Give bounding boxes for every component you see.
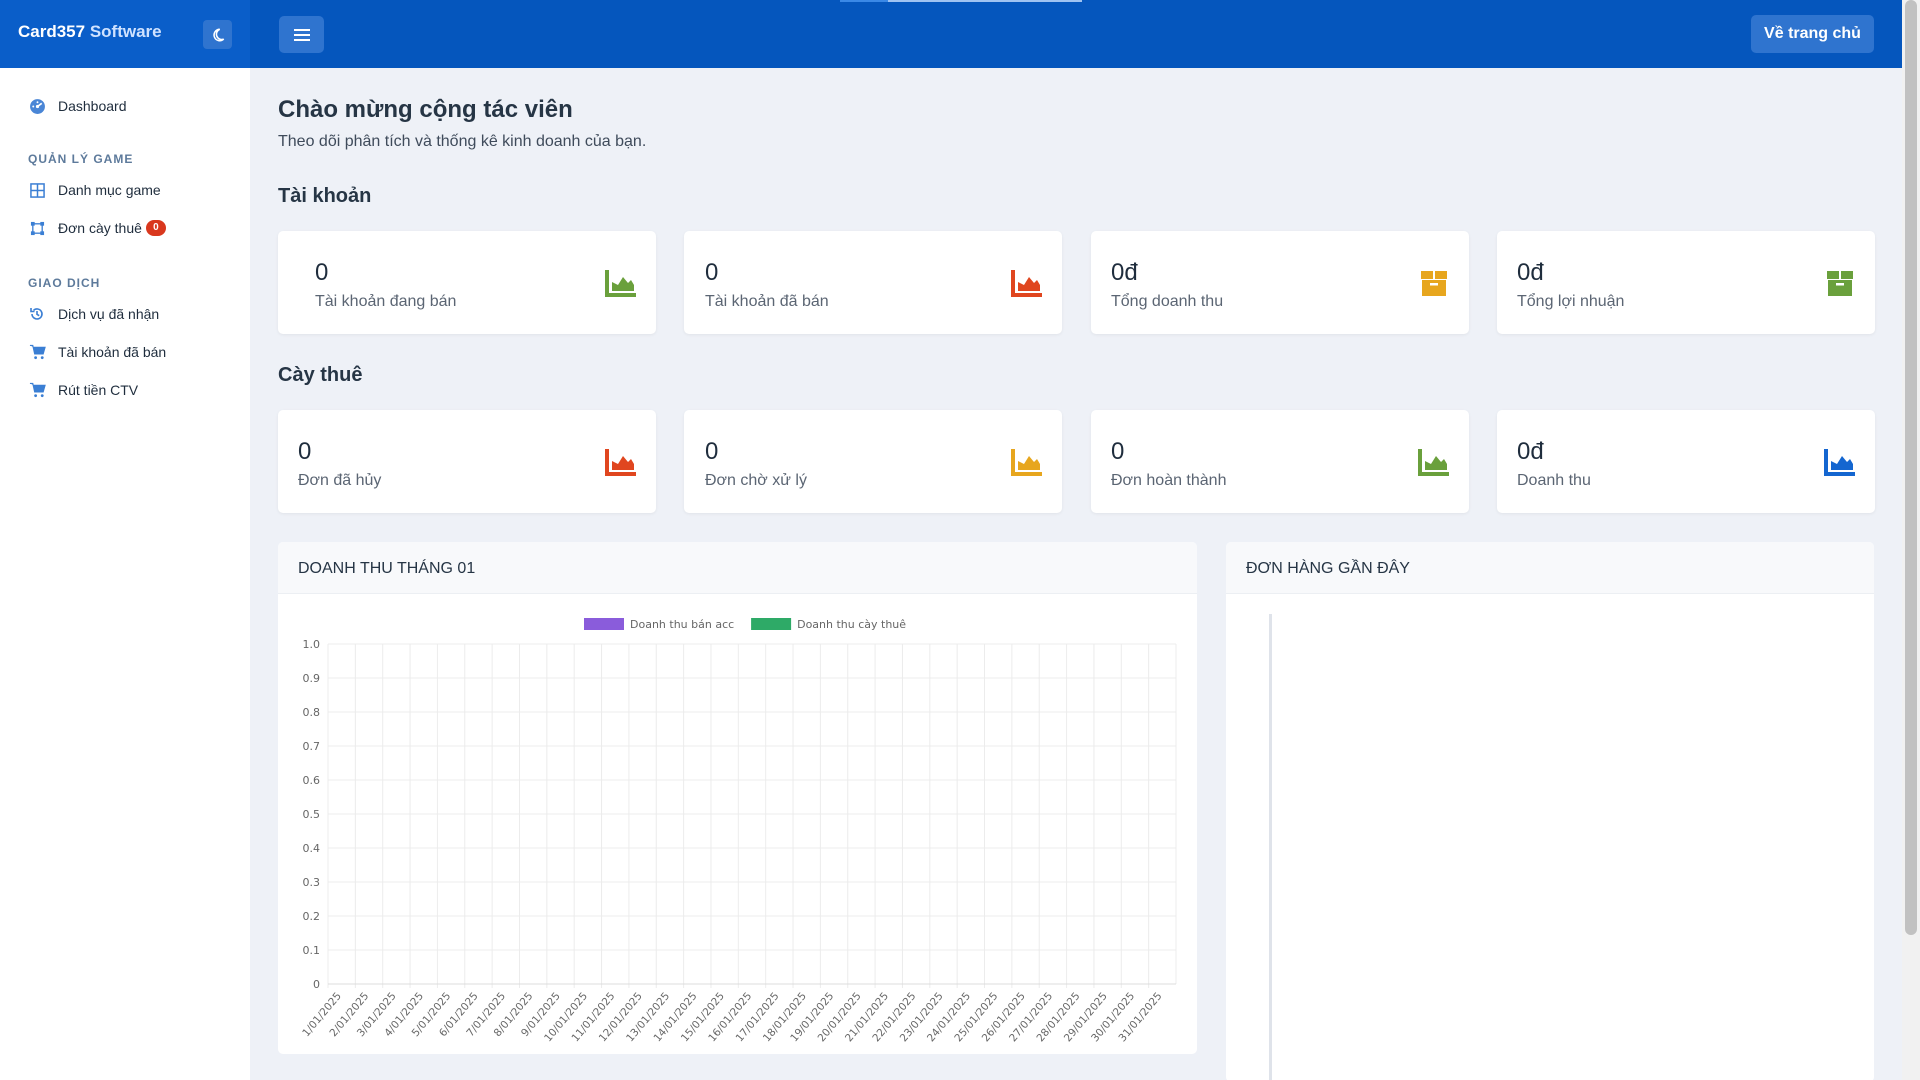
dashboard-icon	[28, 97, 46, 115]
sidebar-section-transaction: GIAO DỊCH	[28, 276, 101, 290]
sidebar-item-withdraw[interactable]: Rút tiền CTV	[28, 378, 138, 402]
sidebar-item-label: Dịch vụ đã nhận	[58, 306, 160, 322]
sidebar-item-sold-accounts[interactable]: Tài khoản đã bán	[28, 340, 166, 364]
dark-mode-toggle[interactable]	[203, 20, 232, 49]
hamburger-icon	[293, 28, 310, 41]
cart-icon	[28, 343, 46, 361]
sidebar-item-received-services[interactable]: Dịch vụ đã nhận	[28, 302, 159, 326]
cart-icon	[28, 381, 46, 399]
stat-value: 0	[315, 259, 329, 286]
stat-card-orders-cancelled: 0 Đơn đã hủy	[278, 410, 656, 513]
y-tick-label: 0.5	[303, 808, 321, 821]
y-tick-label: 0.8	[303, 706, 321, 719]
box-icon	[1421, 271, 1447, 296]
chart-area-icon	[1011, 270, 1042, 297]
stat-card-total-revenue: 0đ Tổng doanh thu	[1091, 231, 1469, 334]
timeline-line	[1269, 614, 1272, 1080]
stat-label: Doanh thu	[1517, 472, 1591, 489]
chart-area-icon	[1824, 449, 1855, 476]
stat-value: 0đ	[1517, 438, 1544, 465]
stat-label: Tài khoản đang bán	[315, 293, 457, 310]
y-tick-label: 0	[313, 978, 320, 991]
stat-value: 0	[705, 438, 719, 465]
boost-section-title: Cày thuê	[278, 364, 363, 386]
stat-value: 0	[298, 438, 312, 465]
stat-card-orders-pending: 0 Đơn chờ xử lý	[684, 410, 1062, 513]
chart-area-icon	[1011, 449, 1042, 476]
y-tick-label: 0.7	[303, 740, 321, 753]
page-title: Chào mừng cộng tác viên	[278, 96, 573, 123]
y-tick-label: 0.1	[303, 944, 321, 957]
stat-label: Đơn đã hủy	[298, 472, 382, 489]
loading-bar-start	[840, 0, 888, 2]
y-tick-label: 0.4	[303, 842, 321, 855]
sidebar-item-label: Đơn cày thuê	[58, 220, 142, 236]
box-icon	[1827, 271, 1853, 296]
y-tick-label: 0.6	[303, 774, 321, 787]
brand-logo[interactable]: Card357 Software	[18, 22, 162, 42]
history-icon	[28, 305, 46, 323]
legend-swatch	[584, 618, 624, 630]
vector-square-icon	[28, 219, 46, 237]
chart-area-icon	[605, 449, 636, 476]
sidebar-section-game: QUẢN LÝ GAME	[28, 152, 134, 166]
stat-value: 0đ	[1517, 259, 1544, 286]
brand-name: Card357	[18, 22, 86, 41]
panel-header: ĐƠN HÀNG GẦN ĐÂY	[1226, 542, 1874, 594]
sidebar-item-label: Danh mục game	[58, 182, 161, 198]
menu-toggle-button[interactable]	[279, 16, 324, 53]
sidebar: Dashboard QUẢN LÝ GAME Danh mục game Đơn…	[0, 68, 250, 1080]
sidebar-item-label: Rút tiền CTV	[58, 382, 139, 398]
loading-bar	[888, 0, 1082, 2]
stat-card-boost-revenue: 0đ Doanh thu	[1497, 410, 1875, 513]
sidebar-item-label: Dashboard	[58, 98, 127, 114]
brand-suffix: Software	[85, 22, 162, 41]
legend-label: Doanh thu bán acc	[630, 618, 734, 631]
stat-label: Đơn hoàn thành	[1111, 472, 1227, 489]
y-tick-label: 1.0	[303, 638, 321, 651]
legend-swatch	[751, 618, 792, 630]
stat-label: Tổng doanh thu	[1111, 293, 1224, 310]
top-navbar: Card357 Software Về trang chủ	[0, 0, 1902, 68]
stat-card-accounts-selling: 0 Tài khoản đang bán	[278, 231, 656, 334]
stat-label: Đơn chờ xử lý	[705, 472, 807, 489]
stat-value: 0	[705, 259, 719, 286]
revenue-chart-panel: DOANH THU THÁNG 01 Doanh thu bán acc Doan…	[278, 542, 1197, 1054]
accounts-section-title: Tài khoản	[278, 185, 372, 207]
home-button[interactable]: Về trang chủ	[1751, 15, 1874, 53]
recent-orders-title: ĐƠN HÀNG GẦN ĐÂY	[1246, 560, 1410, 577]
y-tick-label: 0.3	[303, 876, 321, 889]
y-tick-label: 0.2	[303, 910, 321, 923]
stat-label: Tài khoản đã bán	[705, 293, 829, 310]
moon-icon	[212, 28, 224, 41]
sidebar-item-game-category[interactable]: Danh mục game	[28, 178, 161, 202]
sidebar-item-dashboard[interactable]: Dashboard	[28, 94, 127, 118]
chart-area-icon	[1418, 449, 1449, 476]
y-tick-label: 0.9	[303, 672, 321, 685]
panel-header: DOANH THU THÁNG 01	[278, 542, 1197, 594]
revenue-panel-title: DOANH THU THÁNG 01	[298, 560, 476, 577]
recent-orders-panel: ĐƠN HÀNG GẦN ĐÂY	[1226, 542, 1874, 1080]
grid-icon	[28, 181, 46, 199]
boost-orders-badge: 0	[145, 220, 166, 236]
scrollbar-thumb[interactable]	[1905, 0, 1917, 935]
stat-value: 0đ	[1111, 259, 1138, 286]
sidebar-item-boost-orders[interactable]: Đơn cày thuê 0	[28, 216, 166, 240]
legend-label: Doanh thu cày thuê	[797, 618, 906, 631]
chart-area-icon	[605, 270, 636, 297]
stat-value: 0	[1111, 438, 1125, 465]
stat-card-accounts-sold: 0 Tài khoản đã bán	[684, 231, 1062, 334]
brand-area: Card357 Software	[0, 0, 250, 68]
page-subtitle: Theo dõi phân tích và thống kê kinh doan…	[278, 133, 647, 150]
revenue-chart: Doanh thu bán acc Doanh thu cày thuê 0 0.1 0…	[300, 618, 1177, 1044]
stat-card-total-profit: 0đ Tổng lợi nhuận	[1497, 231, 1875, 334]
stat-label: Tổng lợi nhuận	[1517, 293, 1625, 310]
sidebar-item-label: Tài khoản đã bán	[58, 344, 167, 360]
stat-card-orders-completed: 0 Đơn hoàn thành	[1091, 410, 1469, 513]
